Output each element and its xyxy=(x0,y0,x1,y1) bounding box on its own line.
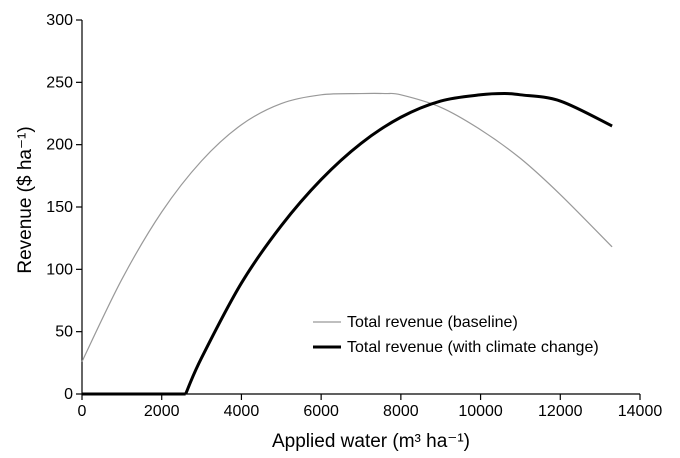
legend-label: Total revenue (with climate change) xyxy=(347,339,599,356)
x-tick-label: 4000 xyxy=(224,403,260,420)
y-tick-label: 0 xyxy=(64,386,73,403)
series-line-baseline xyxy=(81,92,613,362)
x-tick-label: 2000 xyxy=(144,403,180,420)
y-tick-label: 150 xyxy=(46,199,73,216)
x-tick-label: 0 xyxy=(78,403,87,420)
x-axis-title: Applied water (m³ ha⁻¹) xyxy=(272,431,470,452)
y-axis-title: Revenue ($ ha⁻¹) xyxy=(15,126,36,273)
x-tick-label: 8000 xyxy=(383,403,419,420)
y-tick-label: 300 xyxy=(46,12,73,29)
x-tick-label: 10000 xyxy=(458,403,503,420)
x-tick-label: 12000 xyxy=(538,403,583,420)
data-series xyxy=(81,92,613,396)
y-tick-label: 250 xyxy=(46,74,73,91)
y-tick-label: 200 xyxy=(46,137,73,154)
legend: Total revenue (baseline) Total revenue (w… xyxy=(313,314,599,356)
x-tick-label: 14000 xyxy=(618,403,663,420)
x-tick-label: 6000 xyxy=(303,403,339,420)
y-tick-label: 100 xyxy=(46,261,73,278)
y-tick-label: 50 xyxy=(55,324,73,341)
tick-marks: 0 50 100 150 200 250 300 0 2000 4000 6000 8000 10000… xyxy=(46,12,662,420)
series-line-climate-change xyxy=(184,92,613,395)
legend-label: Total revenue (baseline) xyxy=(347,314,518,331)
